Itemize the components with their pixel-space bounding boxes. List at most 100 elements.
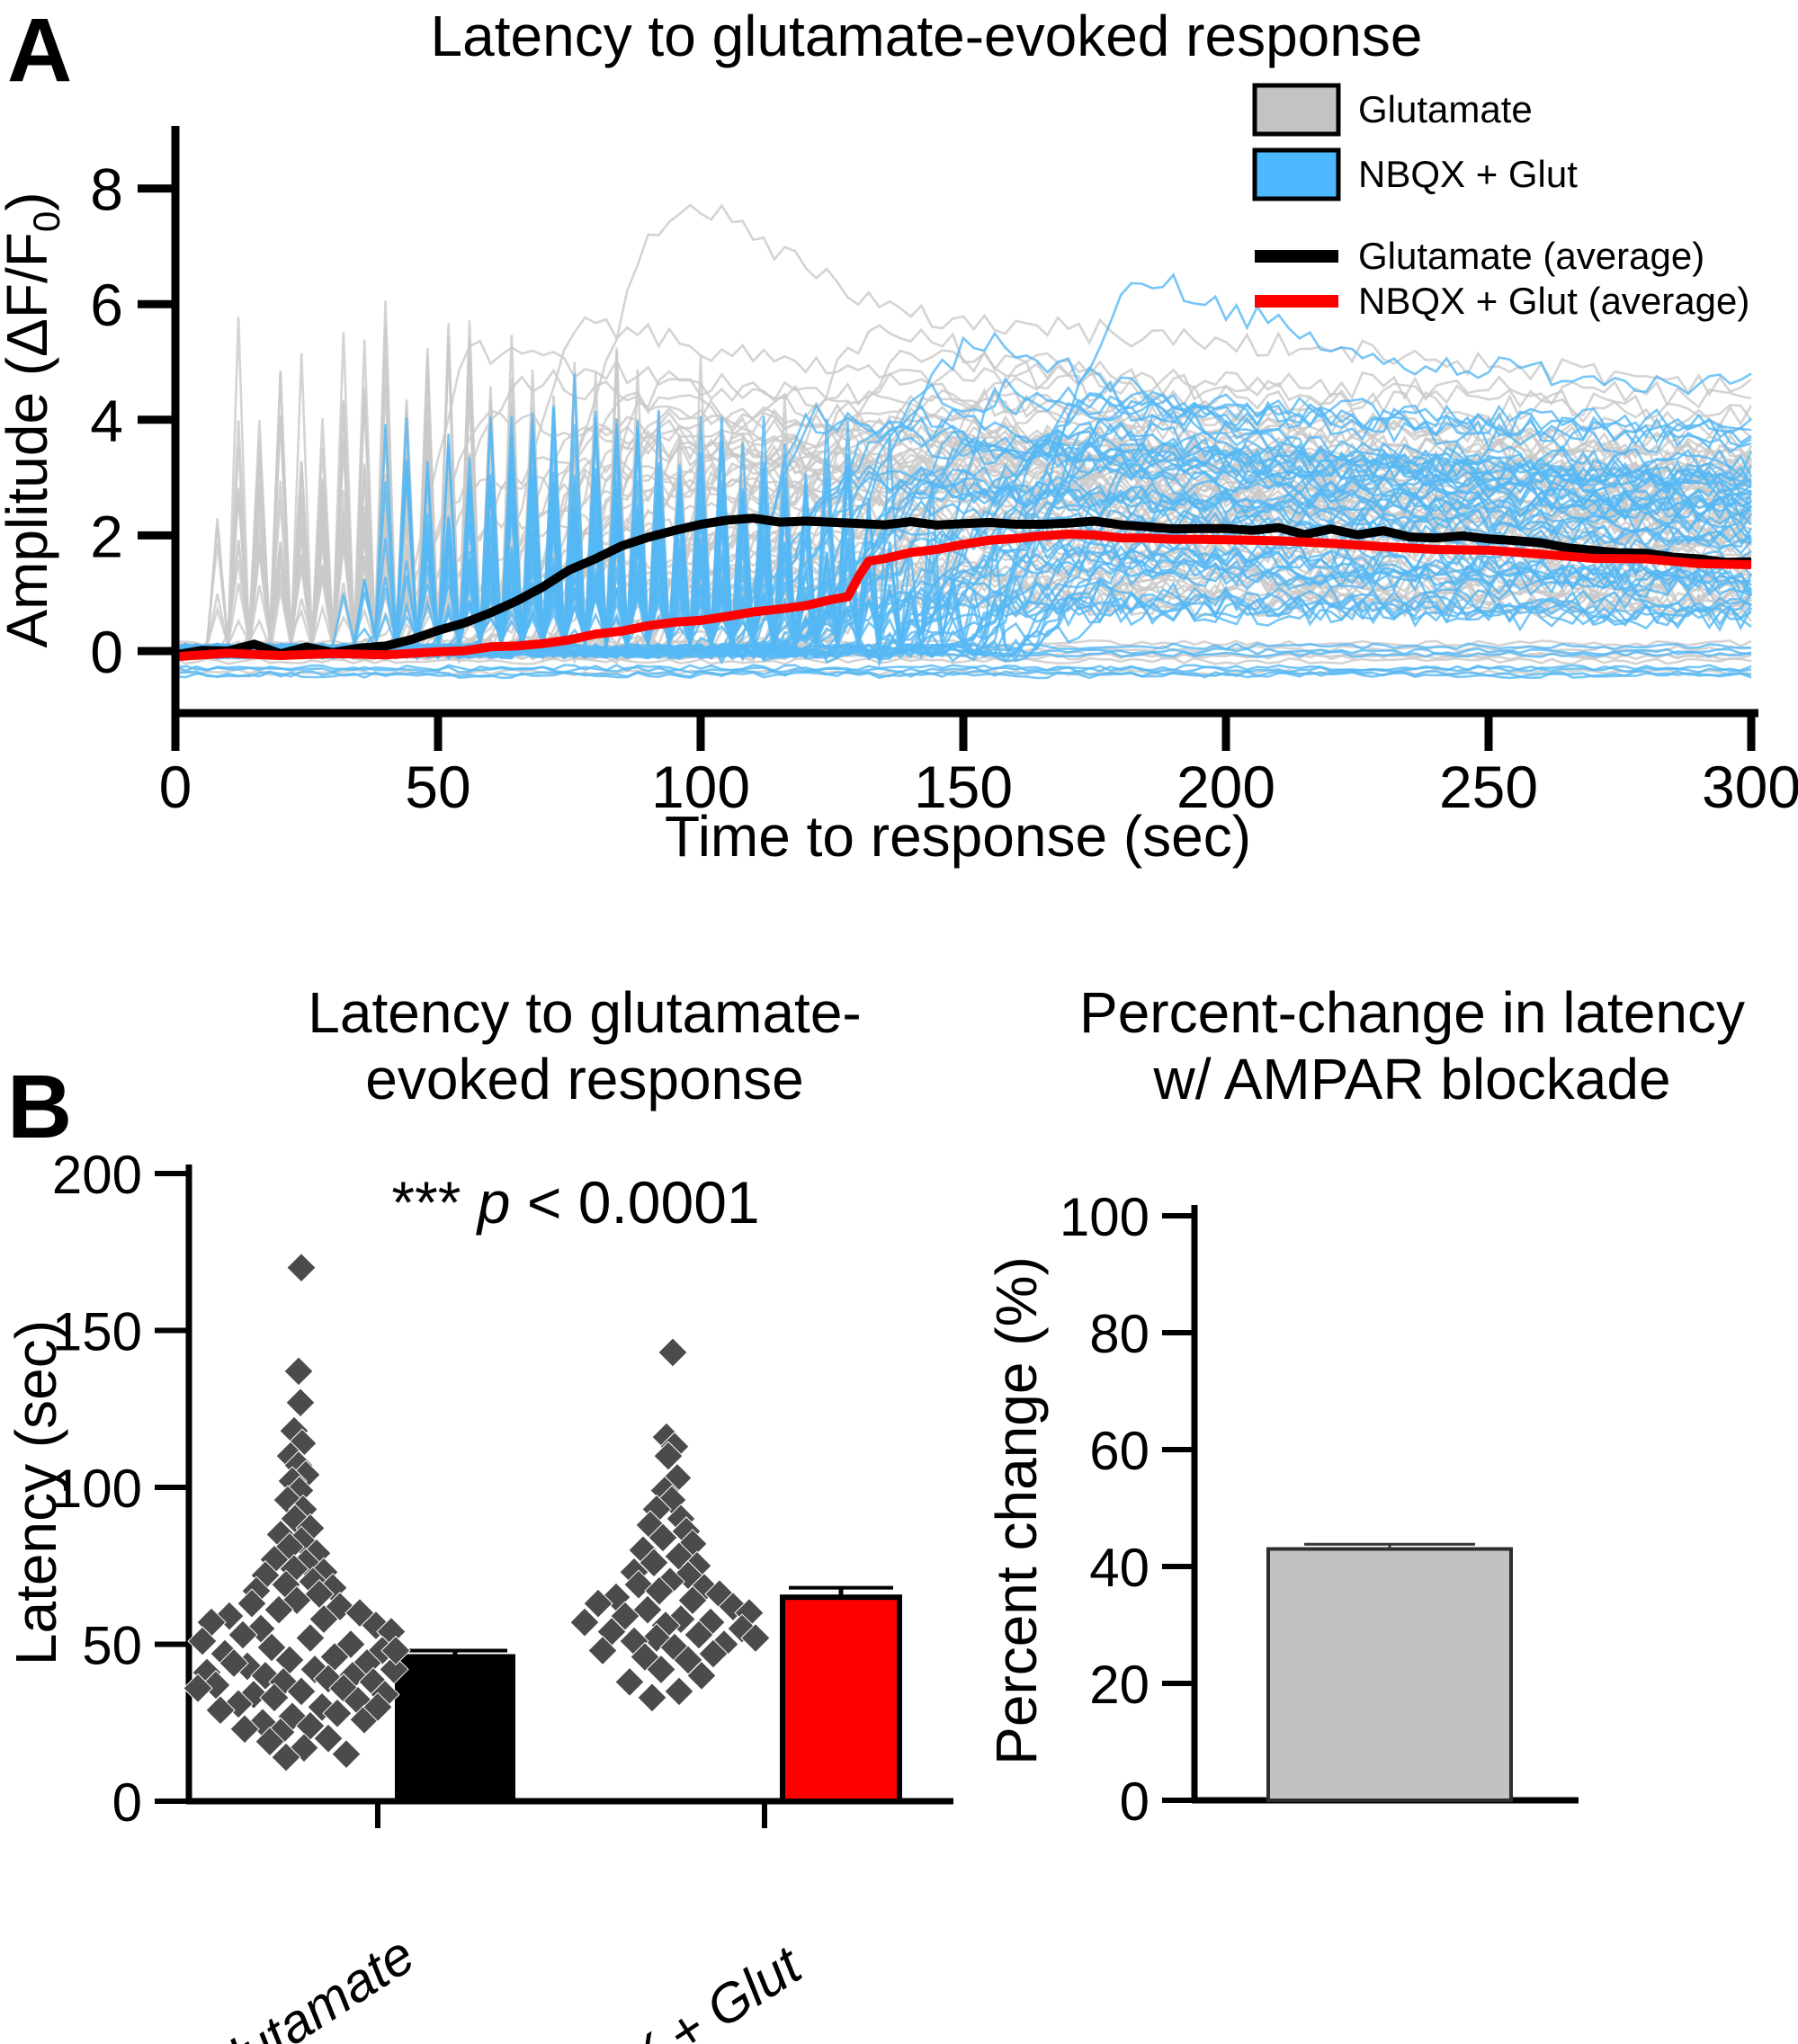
scatter-point-glutamate	[304, 1578, 335, 1610]
y-tick-label: 0	[1120, 1772, 1149, 1832]
scatter-point-glutamate	[285, 1388, 316, 1418]
legend-label: Glutamate	[1358, 88, 1533, 130]
scatter-point-glutamate	[205, 1695, 236, 1726]
y-tick-label: 200	[52, 1145, 142, 1205]
y-tick-label: 40	[1089, 1538, 1149, 1598]
panel-b-left-y-axis-label: Latency (sec)	[4, 1320, 68, 1665]
scatter-point-glutamate	[295, 1622, 326, 1654]
category-label: NBQX + Glut	[515, 1933, 813, 2044]
panel-b-left-title-line1: Latency to glutamate-	[308, 980, 861, 1045]
scatter-point-nbqx	[614, 1666, 645, 1698]
scatter-point-glutamate	[380, 1635, 411, 1666]
legend-swatch-line	[1255, 295, 1338, 308]
percent-change-bar	[1266, 1547, 1513, 1802]
panel-b-right-title-line2: w/ AMPAR blockade	[1152, 1047, 1670, 1111]
x-tick-label: 150	[914, 754, 1013, 820]
scatter-point-glutamate	[264, 1594, 294, 1625]
x-tick-label: 200	[1176, 754, 1275, 820]
nbqx-average-line	[177, 530, 1752, 662]
panel-a-axes: 0 2 4 6 8 0 50 100 150 200 250 300	[90, 126, 1798, 820]
percent-change-bar-plot: 0 20 40 60 80 100	[1060, 1187, 1579, 1832]
y-tick-label: 6	[90, 272, 123, 338]
legend-label: Glutamate (average)	[1358, 235, 1704, 277]
scatter-point-glutamate	[362, 1691, 393, 1723]
panel-a-legend: Glutamate NBQX + Glut Glutamate (average)N…	[1252, 83, 1749, 322]
scatter-point-glutamate	[255, 1726, 285, 1757]
scatter-point-nbqx	[677, 1584, 708, 1616]
x-tick-label: 0	[159, 754, 192, 820]
panel-b-left-title-line2: evoked response	[365, 1047, 803, 1111]
scatter-point-nbqx	[632, 1594, 663, 1625]
trace-line	[177, 403, 1752, 660]
scatter-point-glutamate	[286, 1252, 317, 1283]
scatter-point-glutamate	[183, 1673, 213, 1704]
legend-label: NBQX + Glut	[1358, 153, 1578, 195]
x-tick-label: 250	[1439, 754, 1538, 820]
y-tick-label: 150	[52, 1302, 142, 1362]
y-tick-label: 0	[90, 619, 123, 685]
scatter-point-nbqx	[740, 1622, 771, 1654]
scatter-point-glutamate	[283, 1356, 314, 1387]
scatter-point-glutamate	[237, 1588, 267, 1619]
scatter-point-nbqx	[644, 1575, 675, 1606]
scatter-point-nbqx	[684, 1620, 714, 1650]
panel-a-x-axis-label: Time to response (sec)	[665, 804, 1251, 869]
scatter-point-nbqx	[686, 1660, 717, 1691]
y-tick-label: 100	[1060, 1187, 1149, 1247]
scatter-point-nbqx	[569, 1607, 600, 1638]
legend-swatch-line	[1255, 250, 1338, 263]
scatter-point-glutamate	[187, 1626, 218, 1656]
trace-line	[177, 656, 1752, 665]
y-tick-label: 50	[82, 1616, 142, 1676]
panel-a-y-axis-label: Amplitude (ΔF/F0)	[0, 192, 67, 647]
scatter-point-nbqx	[587, 1635, 618, 1666]
panel-a-letter: A	[7, 0, 72, 101]
scatter-point-glutamate	[229, 1714, 260, 1745]
y-tick-label: 4	[90, 388, 123, 454]
scatter-point-glutamate	[228, 1620, 258, 1650]
y-tick-label: 80	[1089, 1304, 1149, 1364]
scatter-point-nbqx	[698, 1638, 729, 1669]
scatter-point-glutamate	[379, 1654, 409, 1685]
category-label: Glutamate	[183, 1924, 425, 2044]
trace-line	[177, 399, 1753, 663]
latency-scatter-plot: 0 50 100 150 200	[52, 1145, 953, 1833]
y-tick-label: 2	[90, 503, 123, 569]
legend-swatch-box	[1252, 147, 1341, 201]
legend-swatch-box	[1252, 83, 1341, 137]
scatter-point-nbqx	[657, 1337, 688, 1368]
scatter-point-glutamate	[322, 1698, 353, 1728]
scatter-point-glutamate	[271, 1742, 301, 1772]
scatter-point-nbqx	[664, 1676, 694, 1707]
panel-b-right-title-line1: Percent-change in latency	[1079, 980, 1745, 1045]
y-tick-label: 60	[1089, 1421, 1149, 1481]
y-tick-label: 0	[112, 1772, 142, 1833]
scatter-point-glutamate	[286, 1676, 317, 1707]
x-tick-label: 100	[651, 754, 750, 820]
scatter-point-nbqx	[646, 1654, 676, 1685]
scatter-point-glutamate	[256, 1632, 287, 1663]
x-tick-label: 50	[405, 754, 470, 820]
panel-b-category-labels: Glutamate NBQX + Glut	[183, 1924, 813, 2044]
scatter-point-glutamate	[309, 1603, 339, 1635]
scatter-point-nbqx	[583, 1588, 613, 1619]
y-tick-label: 8	[90, 156, 123, 223]
y-tick-label: 100	[52, 1459, 142, 1519]
average-lines	[177, 513, 1752, 662]
panel-b-letter: B	[7, 1057, 72, 1157]
glutamate-average-line	[177, 513, 1752, 659]
scatter-point-glutamate	[259, 1683, 290, 1713]
y-tick-label: 20	[1089, 1655, 1149, 1715]
scatter-point-glutamate	[313, 1723, 344, 1754]
trace-line	[177, 665, 1752, 674]
glutamate-mean-bar	[395, 1654, 515, 1804]
scatter-point-nbqx	[653, 1441, 684, 1471]
x-tick-label: 300	[1702, 754, 1798, 820]
scatter-point-nbqx	[637, 1683, 667, 1713]
legend-label: NBQX + Glut (average)	[1358, 280, 1749, 322]
trace-line	[177, 669, 1752, 678]
scatter-point-nbqx	[648, 1522, 678, 1553]
nbqx-mean-bar	[780, 1594, 902, 1805]
